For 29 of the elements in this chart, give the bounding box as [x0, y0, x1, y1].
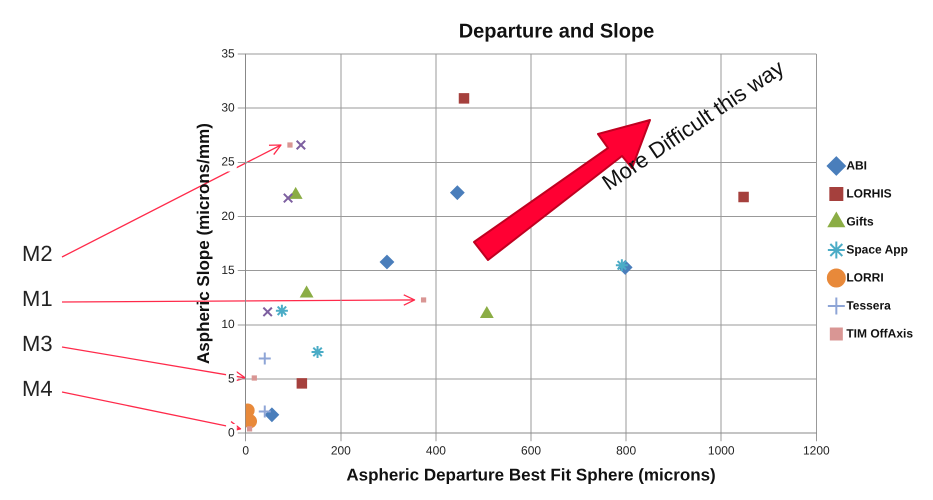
- legend-label: LORRI: [846, 270, 884, 284]
- x-axis-title: Aspheric Departure Best Fit Sphere (microns): [346, 465, 716, 484]
- annotation: M4: [22, 376, 53, 402]
- y-tick-label: 10: [221, 317, 236, 332]
- y-tick-label: 5: [228, 371, 236, 386]
- y-tick-label: 30: [221, 100, 236, 114]
- legend-label: LORHIS: [846, 186, 892, 200]
- annotation: M3: [22, 331, 53, 356]
- y-axis-title: Aspheric Slope (microns/mm): [194, 123, 213, 364]
- legend-label: Gifts: [846, 214, 874, 228]
- x-tick-label: 0: [242, 444, 250, 458]
- y-tick-label: 20: [221, 208, 236, 223]
- x-tick-label: 1000: [708, 444, 735, 458]
- annotation: M1: [22, 286, 53, 312]
- legend-label: Tessera: [846, 298, 892, 312]
- legend-label: Space App: [846, 242, 908, 256]
- legend-label: ABI: [846, 158, 868, 172]
- x-tick-label: 800: [616, 444, 636, 458]
- chart-title: Departure and Slope: [458, 20, 654, 43]
- x-tick-label: 600: [521, 444, 542, 458]
- y-tick-label: 15: [221, 263, 236, 277]
- x-tick-label: 400: [426, 444, 446, 458]
- x-tick-label: 200: [330, 444, 352, 458]
- y-tick-label: 25: [221, 154, 236, 169]
- x-tick-label: 1200: [802, 444, 830, 458]
- legend-label: TIM OffAxis: [846, 326, 914, 340]
- annotation: M2: [22, 241, 53, 266]
- y-tick-label: 35: [221, 46, 236, 60]
- y-tick-label: 0: [228, 426, 236, 440]
